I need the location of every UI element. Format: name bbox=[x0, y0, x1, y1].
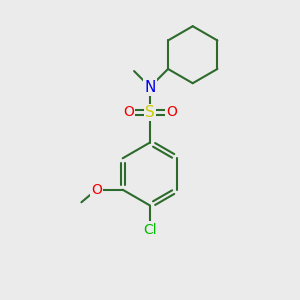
Text: O: O bbox=[166, 106, 177, 119]
Text: O: O bbox=[91, 183, 102, 197]
Text: S: S bbox=[145, 105, 155, 120]
Text: Cl: Cl bbox=[143, 223, 157, 236]
Text: O: O bbox=[123, 106, 134, 119]
Text: N: N bbox=[144, 80, 156, 94]
